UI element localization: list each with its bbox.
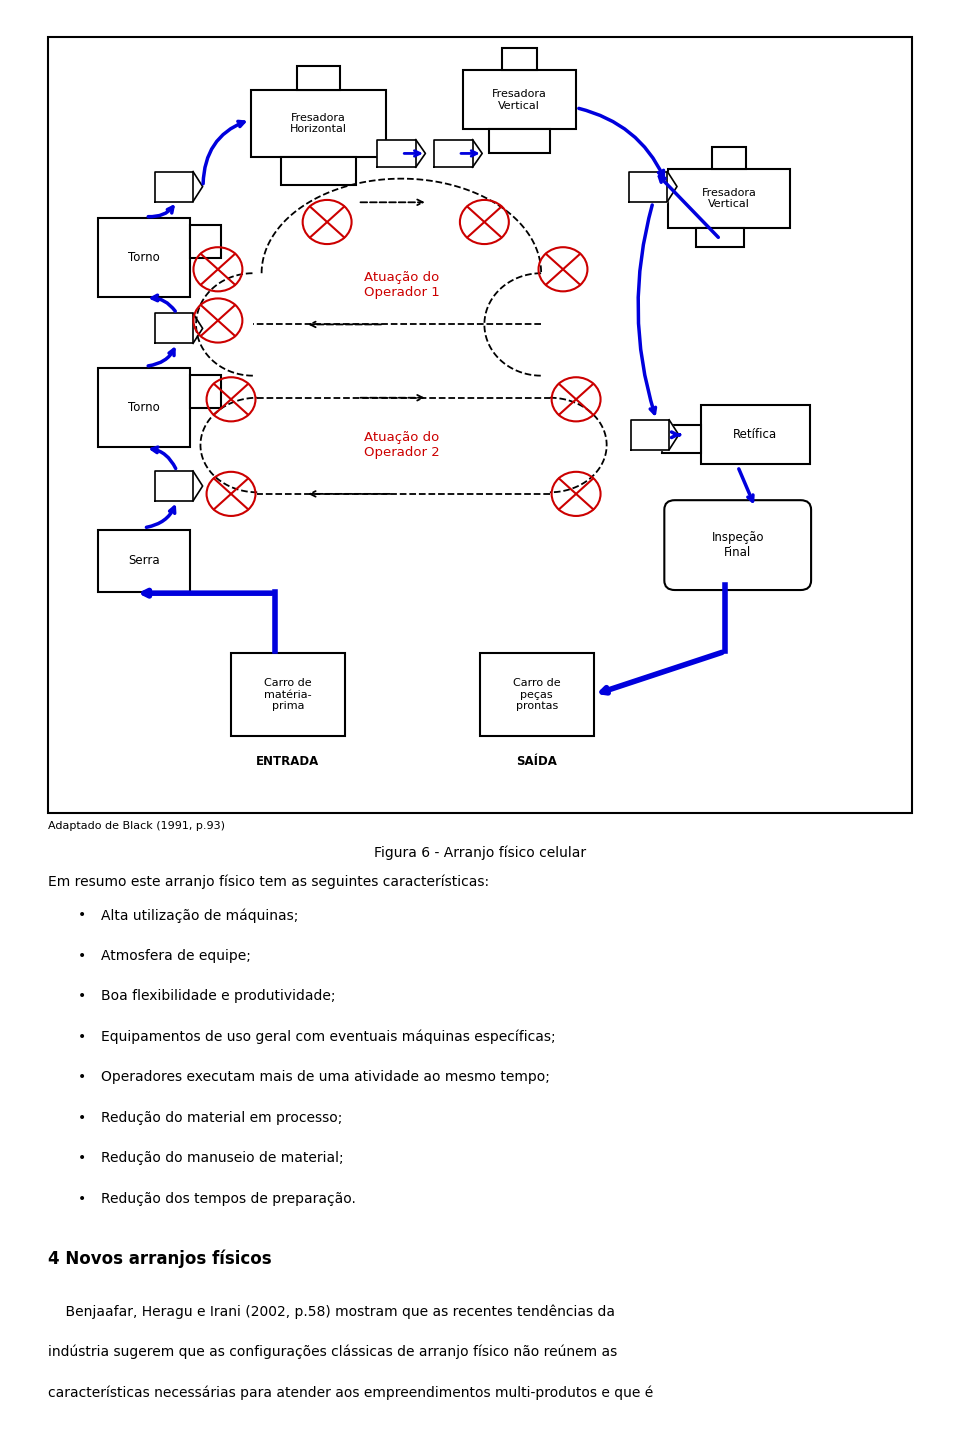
Text: •: • xyxy=(78,908,85,923)
Polygon shape xyxy=(472,140,482,168)
Polygon shape xyxy=(377,140,416,168)
Bar xyxy=(231,654,345,736)
Text: •: • xyxy=(78,1030,85,1044)
Bar xyxy=(98,531,189,591)
Text: Redução do material em processo;: Redução do material em processo; xyxy=(101,1111,342,1125)
FancyBboxPatch shape xyxy=(664,500,811,590)
Text: Boa flexibilidade e produtividade;: Boa flexibilidade e produtividade; xyxy=(101,989,335,1004)
Bar xyxy=(502,48,537,71)
Text: Atuação do
Operador 1: Atuação do Operador 1 xyxy=(364,270,440,299)
Polygon shape xyxy=(667,172,677,201)
Text: Em resumo este arranjo físico tem as seguintes características:: Em resumo este arranjo físico tem as seg… xyxy=(48,875,490,889)
Text: Equipamentos de uso geral com eventuais máquinas específicas;: Equipamentos de uso geral com eventuais … xyxy=(101,1030,556,1044)
Bar xyxy=(668,169,790,228)
Polygon shape xyxy=(416,140,425,168)
Bar xyxy=(489,129,550,153)
Text: •: • xyxy=(78,1111,85,1125)
Polygon shape xyxy=(629,172,667,201)
Text: •: • xyxy=(78,1151,85,1165)
Polygon shape xyxy=(155,172,193,201)
Text: indústria sugerem que as configurações clássicas de arranjo físico não reúnem as: indústria sugerem que as configurações c… xyxy=(48,1345,617,1359)
Polygon shape xyxy=(193,314,203,343)
Bar xyxy=(662,425,701,453)
Text: Redução dos tempos de preparação.: Redução dos tempos de preparação. xyxy=(101,1192,355,1206)
Bar xyxy=(463,71,576,129)
Bar xyxy=(711,146,747,169)
Bar xyxy=(190,226,221,259)
Text: Fresadora
Vertical: Fresadora Vertical xyxy=(702,188,756,210)
Text: Atmosfera de equipe;: Atmosfera de equipe; xyxy=(101,949,251,963)
Polygon shape xyxy=(155,314,193,343)
Text: 4 Novos arranjos físicos: 4 Novos arranjos físicos xyxy=(48,1249,272,1268)
Text: Adaptado de Black (1991, p.93): Adaptado de Black (1991, p.93) xyxy=(48,821,225,831)
Text: características necessárias para atender aos empreendimentos multi-produtos e qu: características necessárias para atender… xyxy=(48,1385,653,1400)
Text: Serra: Serra xyxy=(128,554,159,567)
Text: •: • xyxy=(78,949,85,963)
Text: Atuação do
Operador 2: Atuação do Operador 2 xyxy=(364,431,440,458)
Text: Torno: Torno xyxy=(128,252,159,265)
Text: Carro de
peças
prontas: Carro de peças prontas xyxy=(513,678,561,711)
Text: Redução do manuseio de material;: Redução do manuseio de material; xyxy=(101,1151,344,1165)
Text: •: • xyxy=(78,989,85,1004)
Polygon shape xyxy=(669,419,679,450)
Text: ENTRADA: ENTRADA xyxy=(256,755,320,768)
Polygon shape xyxy=(434,140,472,168)
Text: Torno: Torno xyxy=(128,401,159,414)
Polygon shape xyxy=(193,471,203,500)
Text: •: • xyxy=(78,1192,85,1206)
Bar xyxy=(696,227,744,247)
Text: Fresadora
Vertical: Fresadora Vertical xyxy=(492,90,547,111)
Polygon shape xyxy=(631,419,669,450)
Bar xyxy=(251,90,386,158)
Text: Operadores executam mais de uma atividade ao mesmo tempo;: Operadores executam mais de uma atividad… xyxy=(101,1070,550,1084)
Text: •: • xyxy=(78,1070,85,1084)
Bar xyxy=(98,367,189,447)
Text: Fresadora
Horizontal: Fresadora Horizontal xyxy=(290,113,347,134)
Text: Retífica: Retífica xyxy=(733,428,778,441)
Polygon shape xyxy=(155,471,193,500)
Bar xyxy=(281,158,355,185)
Text: Benjaafar, Heragu e Irani (2002, p.58) mostram que as recentes tendências da: Benjaafar, Heragu e Irani (2002, p.58) m… xyxy=(48,1304,615,1319)
Text: Figura 6 - Arranjo físico celular: Figura 6 - Arranjo físico celular xyxy=(374,846,586,860)
Text: Carro de
matéria-
prima: Carro de matéria- prima xyxy=(264,678,312,711)
Text: Alta utilização de máquinas;: Alta utilização de máquinas; xyxy=(101,908,299,923)
Bar xyxy=(297,67,340,90)
Bar xyxy=(190,375,221,408)
Bar xyxy=(701,405,810,464)
Text: SAÍDA: SAÍDA xyxy=(516,755,557,768)
Text: Inspeção
Final: Inspeção Final xyxy=(711,531,764,560)
Polygon shape xyxy=(193,172,203,201)
Bar xyxy=(98,218,189,296)
Bar xyxy=(480,654,593,736)
